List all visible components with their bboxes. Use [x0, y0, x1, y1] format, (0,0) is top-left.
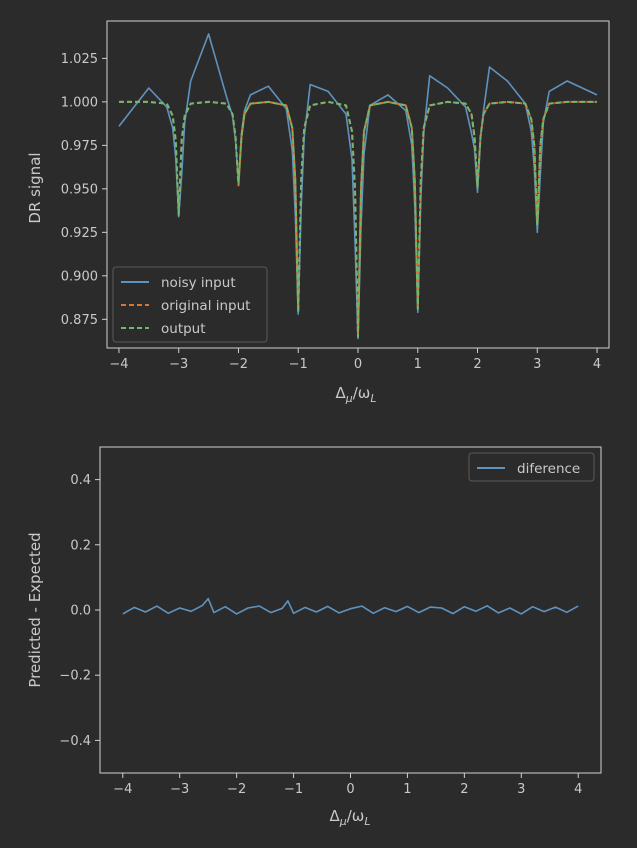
x-tick-label: 3	[517, 782, 525, 797]
x-tick-label: 1	[403, 782, 411, 797]
x-tick-label: −2	[227, 782, 246, 797]
dr-signal-ticks: −4 −3 −2 −1 0 1 2 3 4 0.875 0.900 0.925 0.950 0.975 1.…	[61, 52, 601, 372]
y-axis-label: DR signal	[26, 152, 44, 223]
y-tick-label: 0.900	[61, 269, 98, 284]
difference-ticks: −4 −3 −2 −1 0 1 2 3 4 −0.4 −0.2 0.0 0.2 0.4	[59, 473, 582, 797]
y-tick-label: 1.025	[61, 52, 98, 67]
y-tick-label: 0.950	[61, 182, 98, 197]
difference-plot: −4 −3 −2 −1 0 1 2 3 4 −0.4 −0.2 0.0 0.2 0.4 diference…	[26, 446, 602, 828]
legend-label: diference	[517, 461, 580, 477]
x-tick-label: −2	[229, 357, 248, 372]
x-tick-label: −3	[170, 782, 189, 797]
legend-label: noisy input	[161, 275, 236, 291]
y-tick-label: 0.875	[61, 313, 98, 328]
y-tick-label: 1.000	[61, 95, 98, 110]
y-tick-label: 0.0	[70, 604, 91, 619]
x-tick-label: −1	[289, 357, 308, 372]
x-tick-label: 3	[533, 357, 541, 372]
legend-box	[112, 266, 268, 343]
legend-label: original input	[161, 298, 250, 314]
x-tick-label: 0	[346, 782, 354, 797]
x-tick-label: 2	[473, 357, 481, 372]
y-tick-label: 0.4	[70, 473, 91, 488]
x-tick-label: −3	[169, 357, 188, 372]
x-tick-label: 2	[460, 782, 468, 797]
y-tick-label: 0.2	[70, 538, 91, 553]
difference-series-layer	[122, 597, 579, 615]
series-line-diference	[122, 597, 579, 615]
x-tick-label: 4	[574, 782, 582, 797]
dr-signal-plot: −4 −3 −2 −1 0 1 2 3 4 0.875 0.900 0.925 0.950 0.975 1.…	[26, 20, 610, 405]
y-tick-label: −0.4	[59, 734, 91, 749]
series-line-noisy-input	[118, 33, 598, 340]
legend-box	[468, 452, 595, 482]
series-line-output	[119, 100, 597, 338]
x-axis-label: Δμ/ωL	[335, 384, 376, 405]
y-axis-label: Predicted - Expected	[26, 532, 44, 687]
x-tick-label: −1	[284, 782, 303, 797]
x-tick-label: −4	[109, 357, 128, 372]
x-tick-label: 4	[593, 357, 601, 372]
x-tick-label: 1	[414, 357, 422, 372]
difference-legend: diference	[468, 452, 595, 482]
y-tick-label: 0.975	[61, 139, 98, 154]
x-axis-label: Δμ/ωL	[329, 807, 370, 828]
x-tick-label: 0	[354, 357, 362, 372]
y-tick-label: 0.925	[61, 226, 98, 241]
dr-signal-legend: noisy input original input output	[112, 266, 268, 343]
legend-label: output	[161, 321, 206, 337]
dr-signal-series-layer	[118, 33, 598, 340]
y-tick-label: −0.2	[59, 669, 91, 684]
x-tick-label: −4	[113, 782, 132, 797]
